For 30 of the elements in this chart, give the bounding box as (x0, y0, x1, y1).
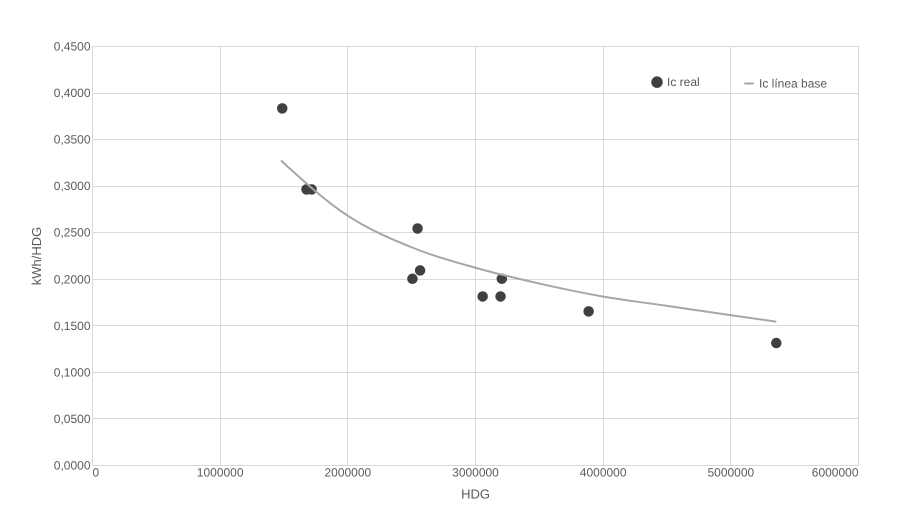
legend-label: Ic línea base (759, 76, 828, 90)
y-tick-label: 0,0500 (54, 412, 91, 426)
x-tick-label: 4000000 (580, 466, 627, 480)
x-axis-title: HDG (461, 486, 490, 502)
legend-label: Ic real (667, 75, 700, 90)
x-tick-label: 5000000 (707, 466, 755, 480)
point (276, 103, 288, 114)
x-tick-label: 2000000 (324, 466, 372, 480)
point (407, 274, 418, 284)
point (477, 291, 488, 302)
y-axis-title: kWh/HDG (28, 226, 44, 286)
y-tick-label: 0,4000 (54, 86, 91, 100)
y-tick-label: 0,1500 (54, 318, 91, 333)
x-tick-label: 3000000 (452, 466, 500, 480)
y-tick-label: 0,2000 (54, 272, 91, 286)
line-series (280, 160, 778, 323)
point (414, 265, 426, 276)
y-tick-label: 0,4500 (54, 40, 91, 54)
point (412, 223, 423, 234)
y-tick-label: 0,3500 (54, 132, 91, 147)
x-tick-label: 6000000 (812, 466, 859, 480)
point (771, 338, 782, 348)
x-tick-label: 1000000 (196, 466, 244, 480)
y-tick-label: 0,1000 (54, 365, 91, 380)
x-tick-label: 0 (92, 466, 100, 480)
point (495, 291, 506, 302)
y-tick-label: 0,2500 (54, 226, 91, 240)
point (583, 306, 594, 317)
y-tick-label: 0,0000 (54, 458, 91, 472)
y-tick-label: 0,3000 (54, 179, 91, 194)
